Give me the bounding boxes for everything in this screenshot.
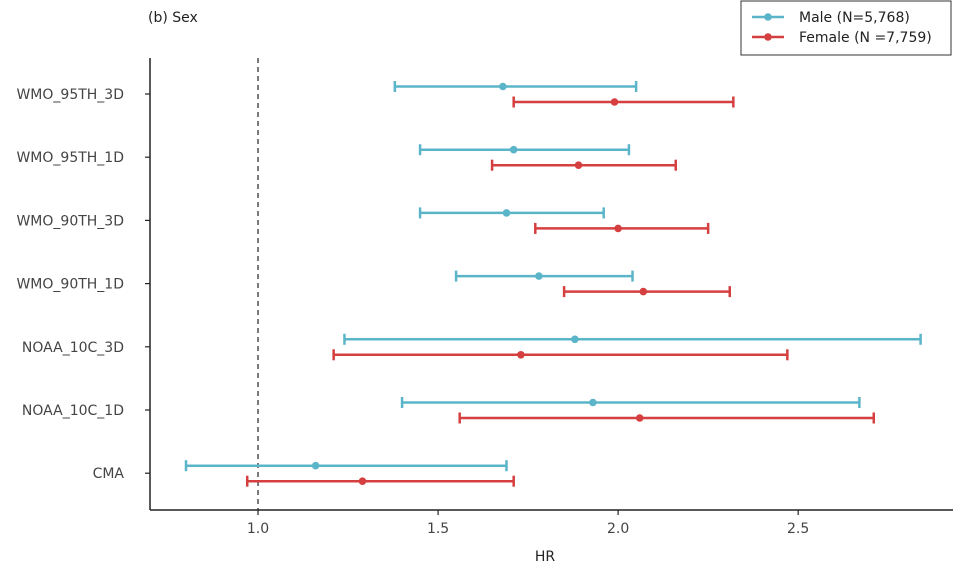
estimate-point [571, 335, 579, 344]
x-axis-label: HR [535, 549, 556, 565]
x-tick-label: 1.0 [247, 521, 269, 537]
legend-label: Female (N =7,759) [799, 30, 932, 46]
estimate-point [509, 145, 518, 154]
estimate-point [499, 82, 507, 91]
estimate-point [614, 224, 622, 233]
series-0 [184, 81, 922, 472]
x-tick-label: 1.5 [427, 521, 449, 537]
legend-swatch-point [764, 33, 772, 41]
chart-title: (b) Sex [148, 10, 198, 26]
y-tick-label: CMA [93, 466, 125, 482]
estimate-point [358, 477, 367, 486]
x-tick-label: 2.0 [607, 521, 629, 537]
series-1 [245, 96, 876, 487]
estimate-point [635, 414, 644, 422]
estimate-point [639, 287, 648, 296]
y-tick-label: NOAA_10C_1D [22, 403, 124, 419]
y-tick-label: NOAA_10C_3D [22, 340, 124, 356]
y-tick-label: WMO_90TH_1D [16, 277, 124, 293]
y-tick-label: WMO_95TH_3D [16, 87, 124, 103]
y-tick-label: WMO_95TH_1D [16, 150, 124, 166]
estimate-point [574, 161, 583, 169]
estimate-point [535, 272, 543, 280]
estimate-point [502, 209, 511, 217]
legend-box [740, 0, 952, 56]
x-tick-label: 2.5 [787, 521, 809, 537]
estimate-point [589, 398, 597, 407]
legend-label: Male (N=5,768) [799, 10, 910, 26]
estimate-point [517, 351, 525, 359]
legend: Male (N=5,768) Female (N =7,759) [740, 0, 952, 56]
estimate-point [610, 98, 619, 106]
y-tick-label: WMO_90TH_3D [16, 213, 124, 229]
estimate-point [311, 461, 320, 470]
legend-swatch-point [764, 13, 772, 21]
